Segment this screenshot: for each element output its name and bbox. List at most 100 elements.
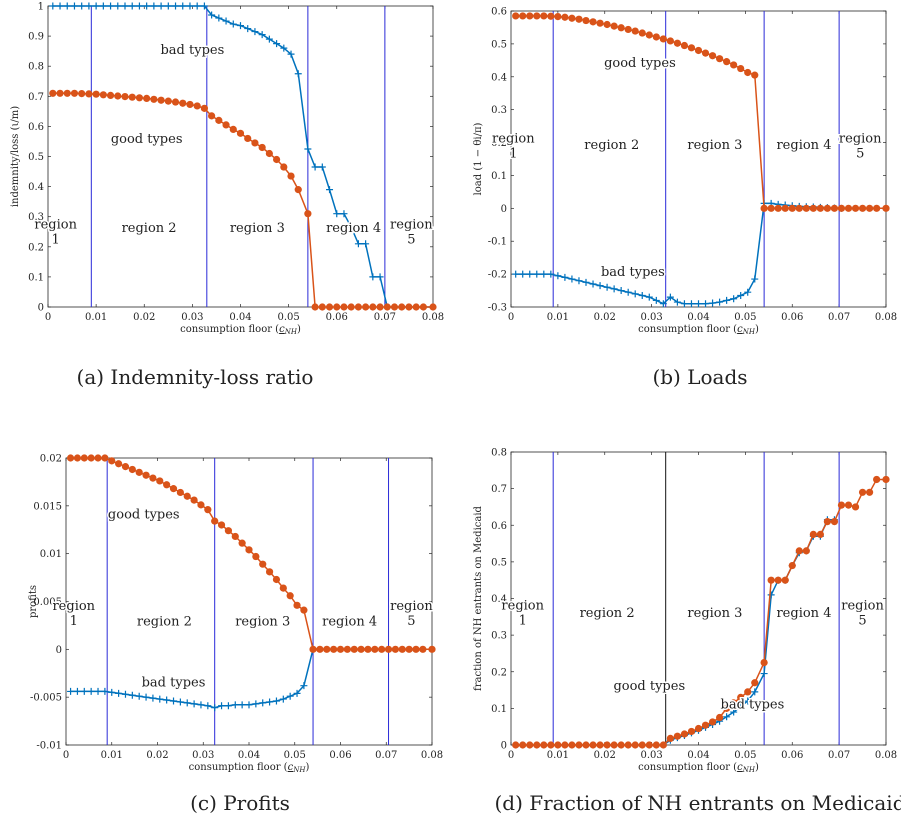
series-line-good-types xyxy=(515,15,886,210)
data-point xyxy=(645,31,653,39)
data-point xyxy=(865,204,874,212)
region-label: region xyxy=(390,218,433,233)
y-tick-label: -0.01 xyxy=(36,741,62,752)
data-point xyxy=(85,2,93,10)
data-point xyxy=(652,741,660,749)
data-point xyxy=(244,25,252,33)
data-point xyxy=(802,547,810,555)
x-tick-label: 0.07 xyxy=(828,312,850,323)
series-annotation: good types xyxy=(108,507,180,522)
data-point xyxy=(744,697,752,705)
data-point xyxy=(142,693,150,701)
data-point xyxy=(164,2,172,10)
data-point xyxy=(80,454,88,462)
data-point xyxy=(330,645,338,653)
data-point xyxy=(128,93,136,101)
data-point xyxy=(293,689,301,697)
data-point xyxy=(638,291,646,299)
data-point xyxy=(99,91,107,99)
data-point xyxy=(533,270,541,278)
series-annotation: bad types xyxy=(160,43,224,58)
chart-c: 0 0.01 0.02 0.03 0.04 0.05 0.06 0.07 0.08 -0.01 -0… xyxy=(28,454,443,816)
y-tick-label: 0.6 xyxy=(491,7,507,18)
data-point xyxy=(837,501,846,509)
y-tick-label: 0 xyxy=(38,303,44,314)
region-label: 5 xyxy=(407,614,415,629)
x-tick-label: 0.08 xyxy=(875,750,897,761)
y-tick-label: 0 xyxy=(501,741,507,752)
data-point xyxy=(519,270,527,278)
region-label: region xyxy=(34,218,77,233)
data-point xyxy=(631,27,639,35)
data-point xyxy=(687,727,696,736)
data-point xyxy=(265,149,273,158)
y-axis-label: load (1 − θi/π) xyxy=(473,122,484,195)
data-point xyxy=(128,2,136,10)
x-tick-label: 0.06 xyxy=(329,750,351,761)
data-point xyxy=(273,40,281,48)
y-tick-label: 0.02 xyxy=(40,454,62,465)
data-point xyxy=(92,2,100,10)
data-point xyxy=(311,303,319,311)
y-tick-label: 0.4 xyxy=(491,594,507,605)
data-point xyxy=(554,12,562,21)
data-point xyxy=(823,517,832,526)
data-point xyxy=(231,701,239,709)
data-point xyxy=(631,290,639,298)
x-tick-label: 0.07 xyxy=(375,750,397,761)
data-point xyxy=(823,204,832,212)
data-point xyxy=(694,724,703,733)
data-point xyxy=(56,89,64,97)
data-point xyxy=(781,204,789,212)
data-point xyxy=(568,14,576,22)
data-point xyxy=(208,112,216,120)
data-point xyxy=(70,89,79,97)
y-tick-label: 0.6 xyxy=(491,521,507,532)
data-point xyxy=(121,690,129,698)
data-point xyxy=(760,204,768,212)
region-label: region 3 xyxy=(235,614,290,629)
chart-b: 0 0.01 0.02 0.03 0.04 0.05 0.06 0.07 0.08 -0.3 -0.… xyxy=(473,7,897,390)
data-point xyxy=(751,71,759,79)
data-point xyxy=(751,688,759,696)
plot-frame xyxy=(510,10,887,308)
data-point xyxy=(624,25,632,34)
data-point xyxy=(767,591,775,599)
data-point xyxy=(204,506,212,514)
data-point xyxy=(526,741,534,749)
data-point xyxy=(412,303,420,311)
data-point xyxy=(204,702,212,710)
y-tick-label: 0.1 xyxy=(491,171,507,182)
data-point xyxy=(108,688,116,696)
data-point xyxy=(200,104,209,112)
x-tick-label: 0.04 xyxy=(687,750,709,761)
data-point xyxy=(106,91,115,99)
data-point xyxy=(343,645,351,653)
region-label: region xyxy=(390,599,433,614)
data-point xyxy=(575,277,583,285)
y-tick-label: 0.7 xyxy=(491,484,507,495)
region-label: 1 xyxy=(52,233,60,248)
data-point xyxy=(673,39,682,47)
data-point xyxy=(208,11,216,19)
data-point xyxy=(816,530,824,539)
data-point xyxy=(309,645,317,653)
data-point xyxy=(596,741,604,749)
data-point xyxy=(114,92,122,100)
data-point xyxy=(193,102,201,110)
data-point xyxy=(816,204,824,212)
data-point xyxy=(143,2,151,10)
data-point xyxy=(673,732,682,740)
region-label: region xyxy=(52,599,95,614)
data-point xyxy=(781,576,789,584)
data-point xyxy=(101,454,109,462)
x-tick-label: 0 xyxy=(508,750,514,761)
data-point xyxy=(67,687,75,695)
y-tick-label: -0.005 xyxy=(30,693,62,704)
data-point xyxy=(279,584,287,592)
data-point xyxy=(135,94,144,102)
data-point xyxy=(767,204,775,212)
data-point xyxy=(851,204,860,212)
data-point xyxy=(164,97,172,105)
data-point xyxy=(844,501,853,509)
